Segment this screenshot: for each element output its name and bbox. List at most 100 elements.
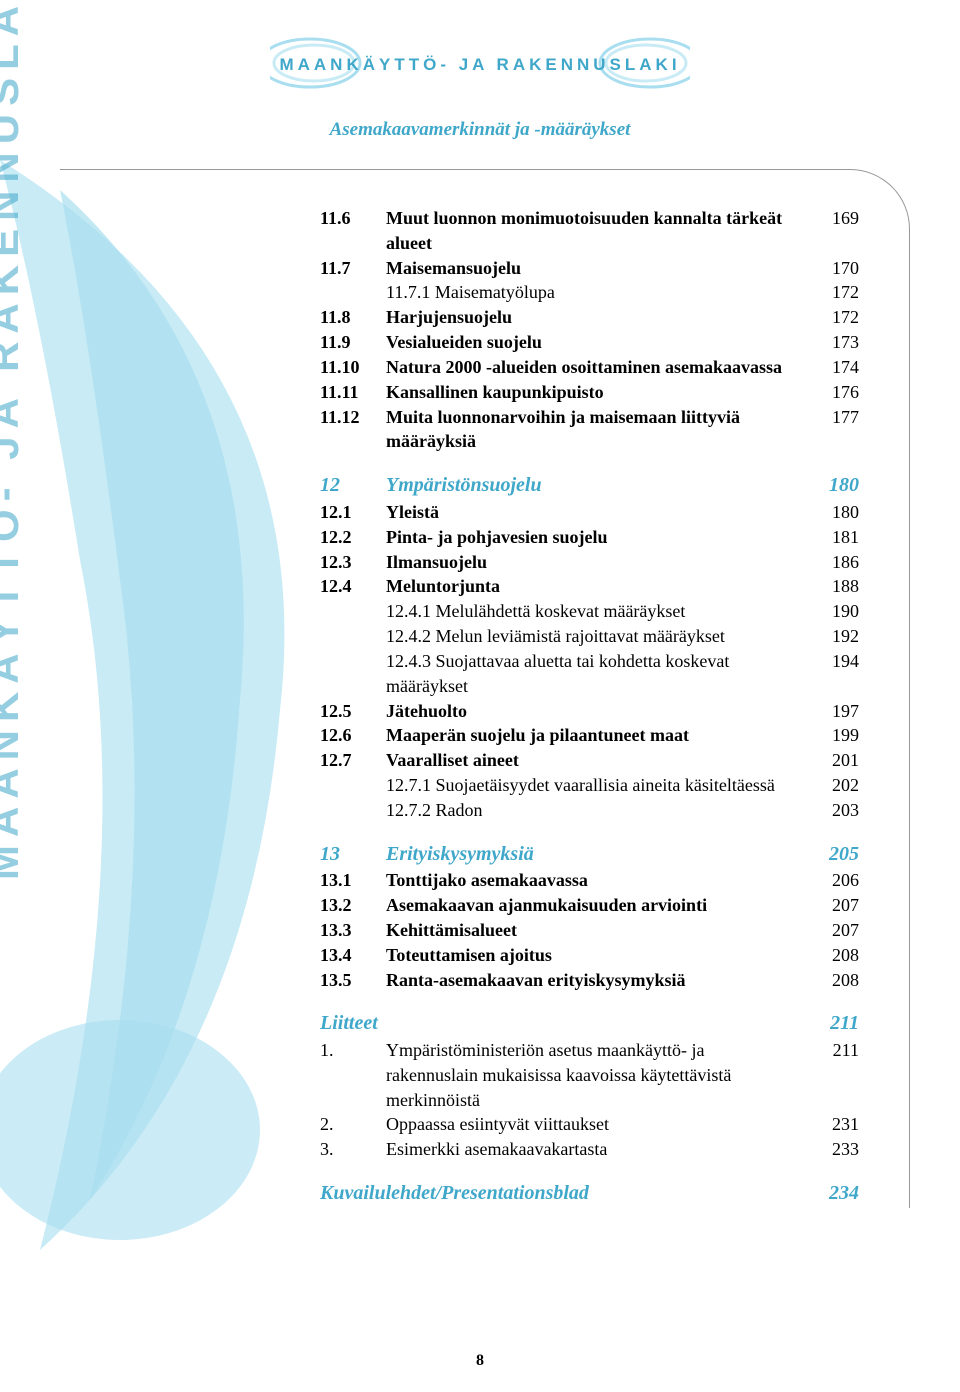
toc-row: 13.4Toteuttamisen ajoitus208 [320,943,859,968]
toc-row: 12.3Ilmansuojelu186 [320,550,859,575]
toc-text: Yleistä [386,500,809,525]
toc-text: Ilmansuojelu [386,550,809,575]
toc-num: 11.8 [320,305,386,330]
toc-page: 208 [809,943,859,968]
toc-num: 11.6 [320,206,386,231]
toc-text: Vaaralliset aineet [386,748,809,773]
toc-row: 1.Ympäristöministeriön asetus maankäyttö… [320,1038,859,1112]
toc-page: 172 [809,305,859,330]
toc-page: 211 [809,1010,859,1038]
toc-row: 12.7.2 Radon203 [320,798,859,823]
toc-row: 12.7.1 Suojaetäisyydet vaarallisia ainei… [320,773,859,798]
toc-row: 13.2Asemakaavan ajanmukaisuuden arvioint… [320,893,859,918]
toc-page: 186 [809,550,859,575]
toc-row: 12.1Yleistä180 [320,500,859,525]
toc-row: 12.5Jätehuolto197 [320,699,859,724]
toc-text: Muut luonnon monimuotoisuuden kannalta t… [386,206,809,256]
toc-text: Asemakaavan ajanmukaisuuden arviointi [386,893,809,918]
toc-num: 12.3 [320,550,386,575]
sub-header: Asemakaavamerkinnät ja -määräykset [0,119,960,141]
toc-num: 12.4 [320,574,386,599]
toc-page: 199 [809,723,859,748]
toc-row: Kuvailulehdet/Presentationsblad234 [320,1180,859,1208]
toc-row: 3.Esimerkki asemakaavakartasta233 [320,1137,859,1162]
toc-text: Jätehuolto [386,699,809,724]
toc-page: 172 [809,280,859,305]
toc-row: 12Ympäristönsuojelu180 [320,472,859,500]
toc-page: 202 [809,773,859,798]
toc-row: 11.8Harjujensuojelu172 [320,305,859,330]
toc-num: 11.12 [320,405,386,430]
toc-num: 12.2 [320,525,386,550]
toc-text: 11.7.1 Maisematyölupa [386,280,809,305]
toc-page: 181 [809,525,859,550]
toc-text: Vesialueiden suojelu [386,330,809,355]
toc-text: Maaperän suojelu ja pilaantuneet maat [386,723,809,748]
toc-text: Liitteet [320,1010,809,1038]
content-frame: 11.6Muut luonnon monimuotoisuuden kannal… [60,169,910,1208]
page-number: 8 [0,1352,960,1370]
toc-page: 174 [809,355,859,380]
toc-row: 11.12Muita luonnonarvoihin ja maisemaan … [320,405,859,455]
toc-row: 2.Oppaassa esiintyvät viittaukset231 [320,1112,859,1137]
toc-text: Kehittämisalueet [386,918,809,943]
toc-text: Harjujensuojelu [386,305,809,330]
toc-num: 13.4 [320,943,386,968]
banner-text: MAANKÄYTTÖ- JA RAKENNUSLAKI [279,55,680,74]
toc-page: 203 [809,798,859,823]
toc-row: Liitteet211 [320,1010,859,1038]
toc-text: Esimerkki asemakaavakartasta [386,1137,809,1162]
toc-num: 12.5 [320,699,386,724]
toc-page: 206 [809,868,859,893]
toc-row: 12.4.1 Melulähdettä koskevat määräykset1… [320,599,859,624]
header-banner: MAANKÄYTTÖ- JA RAKENNUSLAKI [0,0,960,103]
toc-row: 11.7Maisemansuojelu170 [320,256,859,281]
toc-page: 233 [809,1137,859,1162]
toc-text: Pinta- ja pohjavesien suojelu [386,525,809,550]
toc-text: Kuvailulehdet/Presentationsblad [320,1180,809,1208]
toc-num: 12.6 [320,723,386,748]
toc-num: 13.5 [320,968,386,993]
toc-row: 13Erityiskysymyksiä205 [320,841,859,869]
toc-num: 12 [320,472,386,500]
toc-text: Oppaassa esiintyvät viittaukset [386,1112,809,1137]
toc-num: 13.3 [320,918,386,943]
toc-page: 170 [809,256,859,281]
toc-page: 201 [809,748,859,773]
toc-page: 231 [809,1112,859,1137]
toc-row: 13.3Kehittämisalueet207 [320,918,859,943]
toc-text: Toteuttamisen ajoitus [386,943,809,968]
toc-page: 192 [809,624,859,649]
toc-num: 13 [320,841,386,869]
toc-row: 11.7.1 Maisematyölupa172 [320,280,859,305]
toc-row: 12.2Pinta- ja pohjavesien suojelu181 [320,525,859,550]
toc-row: 11.11Kansallinen kaupunkipuisto176 [320,380,859,405]
toc-row: 11.9Vesialueiden suojelu173 [320,330,859,355]
toc-row: 13.5Ranta-asemakaavan erityiskysymyksiä2… [320,968,859,993]
toc-num: 11.11 [320,380,386,405]
toc-text: Natura 2000 -alueiden osoittaminen asema… [386,355,809,380]
toc-num: 1. [320,1038,386,1063]
toc-page: 176 [809,380,859,405]
toc-num: 11.9 [320,330,386,355]
toc-text: 12.4.3 Suojattavaa aluetta tai kohdetta … [386,649,809,699]
toc-text: 12.7.2 Radon [386,798,809,823]
toc-num: 11.7 [320,256,386,281]
toc-page: 207 [809,918,859,943]
toc-num: 13.1 [320,868,386,893]
toc-page: 173 [809,330,859,355]
toc-text: Kansallinen kaupunkipuisto [386,380,809,405]
toc-num: 13.2 [320,893,386,918]
toc-row: 12.4.3 Suojattavaa aluetta tai kohdetta … [320,649,859,699]
toc-page: 211 [809,1038,859,1063]
toc-page: 169 [809,206,859,231]
toc-page: 180 [809,472,859,500]
toc-row: 11.6Muut luonnon monimuotoisuuden kannal… [320,206,859,256]
toc-row: 11.10Natura 2000 -alueiden osoittaminen … [320,355,859,380]
toc-text: 12.4.1 Melulähdettä koskevat määräykset [386,599,809,624]
table-of-contents: 11.6Muut luonnon monimuotoisuuden kannal… [320,206,859,1208]
toc-num: 12.7 [320,748,386,773]
toc-row: 12.4.2 Melun leviämistä rajoittavat määr… [320,624,859,649]
vertical-label: MAANKÄYTTÖ- JA RAKENNUSLAKI [0,0,28,880]
toc-page: 180 [809,500,859,525]
